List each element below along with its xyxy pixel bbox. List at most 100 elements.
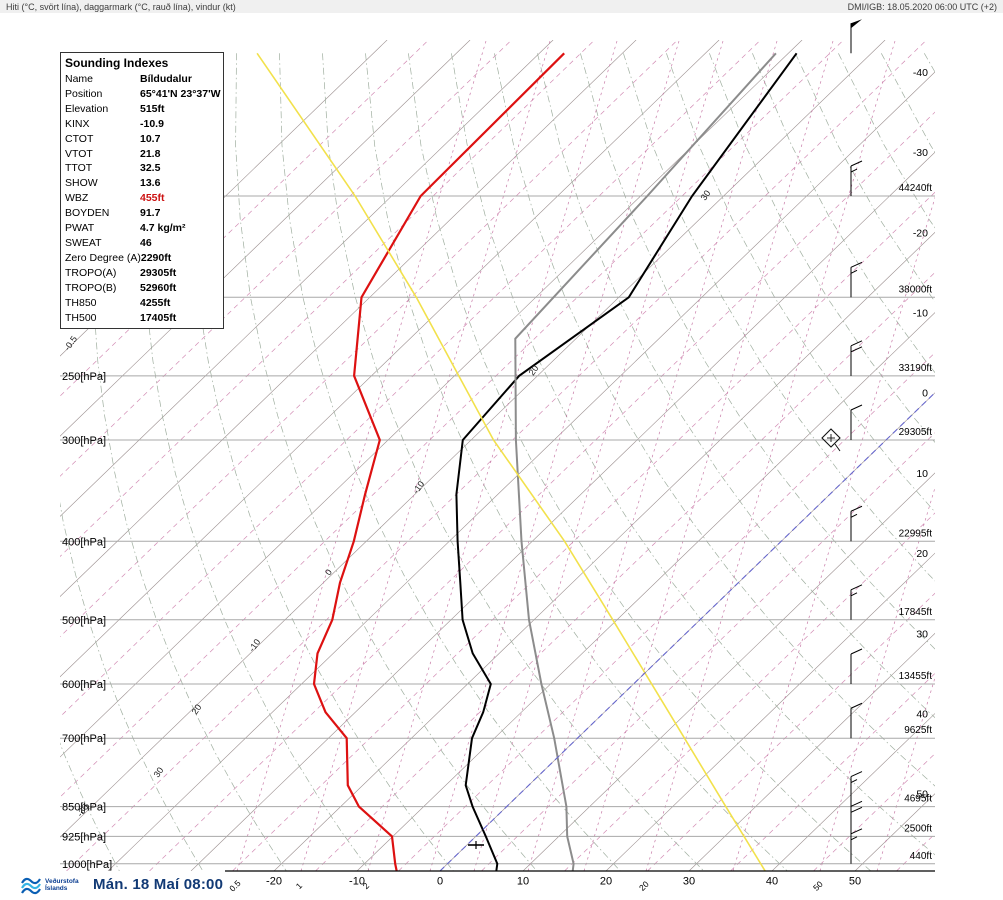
- legend-row-label: TH850: [65, 296, 97, 309]
- legend-row-label: VTOT: [65, 147, 93, 160]
- series-dry-adiabat-highlight: [256, 52, 766, 871]
- svg-text:0: 0: [323, 567, 334, 577]
- svg-text:300[hPa]: 300[hPa]: [62, 435, 106, 447]
- legend-row-value: 515ft: [140, 102, 165, 115]
- legend-row-label: SWEAT: [65, 236, 102, 249]
- legend-row-value: 455ft: [140, 192, 165, 205]
- sounding-indexes-title: Sounding Indexes: [65, 56, 169, 70]
- legend-row: TROPO(B) 52960ft: [61, 281, 223, 296]
- svg-text:1000[hPa]: 1000[hPa]: [62, 859, 112, 871]
- sounding-indexes-rows: Name Bíldudalur Position 65°41'N 23°37'W Ele…: [61, 72, 223, 325]
- legend-row-label: Position: [65, 87, 103, 100]
- legend-row-value: 52960ft: [140, 281, 177, 294]
- legend-row-label: SHOW: [65, 177, 98, 190]
- svg-text:40: 40: [916, 709, 928, 721]
- legend-row-label: Elevation: [65, 102, 109, 115]
- series-dewpoint: [312, 52, 565, 871]
- svg-text:44240ft: 44240ft: [899, 183, 933, 194]
- svg-text:-10: -10: [349, 876, 365, 888]
- svg-text:600[hPa]: 600[hPa]: [62, 679, 106, 691]
- svg-text:400[hPa]: 400[hPa]: [62, 536, 106, 548]
- svg-text:500[hPa]: 500[hPa]: [62, 615, 106, 627]
- svg-text:22995ft: 22995ft: [899, 528, 933, 539]
- svg-text:20: 20: [600, 876, 612, 888]
- svg-text:13455ft: 13455ft: [899, 671, 933, 682]
- legend-row-value: 46: [140, 236, 152, 249]
- legend-row: SWEAT 46: [61, 236, 223, 251]
- svg-text:50: 50: [916, 789, 928, 801]
- legend-row-value: Bíldudalur: [140, 73, 192, 85]
- chart-legend-text: Hiti (°C, svört lína), daggarmark (°C, r…: [6, 1, 236, 12]
- svg-text:17845ft: 17845ft: [899, 607, 933, 618]
- svg-text:-30: -30: [913, 147, 928, 159]
- svg-text:50: 50: [849, 876, 861, 888]
- svg-text:0: 0: [922, 388, 928, 400]
- svg-text:-40: -40: [913, 67, 928, 79]
- legend-row: CTOT 10.7: [61, 132, 223, 147]
- legend-row-label: TROPO(B): [65, 281, 117, 294]
- legend-row: VTOT 21.8: [61, 147, 223, 162]
- legend-row: KINX -10.9: [61, 117, 223, 132]
- legend-row-value: 10.7: [140, 132, 161, 145]
- svg-text:30: 30: [916, 628, 928, 640]
- legend-row-value: 65°41'N 23°37'W: [140, 87, 221, 100]
- svg-text:4695ft: 4695ft: [904, 794, 932, 805]
- svg-text:-10: -10: [247, 637, 263, 653]
- svg-text:40: 40: [766, 876, 778, 888]
- legend-row-value: 17405ft: [140, 311, 177, 324]
- legend-row-label: Zero Degree (A): [65, 251, 141, 264]
- legend-row: TROPO(A) 29305ft: [61, 266, 223, 281]
- svg-text:-10: -10: [411, 479, 427, 495]
- svg-text:250[hPa]: 250[hPa]: [62, 371, 106, 383]
- model-run-text: DMI/IGB: 18.05.2020 06:00 UTC (+2): [847, 1, 997, 12]
- svg-text:925[hPa]: 925[hPa]: [62, 831, 106, 843]
- svg-text:30: 30: [683, 876, 695, 888]
- svg-text:850[hPa]: 850[hPa]: [62, 802, 106, 814]
- sounding-indexes-panel: Sounding Indexes Name Bíldudalur Position 6…: [60, 52, 224, 330]
- legend-row-value: 4.7 kg/m²: [140, 222, 186, 235]
- svg-text:-20: -20: [913, 227, 928, 239]
- legend-row-value: 4255ft: [140, 296, 171, 309]
- svg-text:50: 50: [811, 879, 825, 893]
- legend-row: Elevation 515ft: [61, 102, 223, 117]
- legend-row-label: TTOT: [65, 162, 93, 175]
- series-parcel-curve: [514, 52, 777, 871]
- svg-text:440ft: 440ft: [910, 851, 932, 862]
- svg-text:30: 30: [699, 188, 713, 202]
- met-office-logo-icon: [21, 877, 41, 894]
- legend-row: Zero Degree (A) 2290ft: [61, 251, 223, 266]
- footer: Veðurstofa Íslands Mán. 18 Maí 08:00: [20, 871, 223, 898]
- legend-row-value: 32.5: [140, 162, 161, 175]
- legend-row-label: PWAT: [65, 222, 95, 235]
- legend-row-label: TROPO(A): [65, 266, 117, 279]
- legend-row: Name Bíldudalur: [61, 72, 223, 87]
- svg-text:9625ft: 9625ft: [904, 725, 932, 736]
- svg-text:0.5: 0.5: [227, 878, 243, 894]
- series-zero-degree-isotherm: [439, 391, 935, 871]
- legend-row: TH500 17405ft: [61, 311, 223, 326]
- legend-row-value: 21.8: [140, 147, 161, 160]
- svg-text:0: 0: [437, 876, 443, 888]
- legend-row-value: 29305ft: [140, 266, 177, 279]
- legend-row-label: CTOT: [65, 132, 94, 145]
- svg-text:20: 20: [916, 548, 928, 560]
- valid-datetime-label: Mán. 18 Maí 08:00: [93, 876, 224, 893]
- legend-row-label: KINX: [65, 117, 90, 130]
- legend-row: PWAT 4.7 kg/m²: [61, 221, 223, 236]
- svg-text:2500ft: 2500ft: [904, 823, 932, 834]
- legend-row-label: BOYDEN: [65, 207, 110, 220]
- svg-text:-10: -10: [913, 308, 928, 320]
- svg-text:1: 1: [294, 880, 305, 891]
- svg-text:-20: -20: [266, 876, 282, 888]
- legend-row-value: 2290ft: [140, 251, 172, 264]
- legend-row-value: 13.6: [140, 177, 161, 190]
- svg-text:29305ft: 29305ft: [899, 427, 933, 438]
- svg-text:30: 30: [152, 765, 166, 779]
- svg-text:10: 10: [916, 468, 928, 480]
- legend-row: SHOW 13.6: [61, 176, 223, 191]
- met-office-name: Veðurstofa Íslands: [45, 877, 79, 892]
- legend-row-label: WBZ: [65, 192, 89, 205]
- legend-row-value: 91.7: [140, 207, 161, 220]
- legend-row: Position 65°41'N 23°37'W: [61, 87, 223, 102]
